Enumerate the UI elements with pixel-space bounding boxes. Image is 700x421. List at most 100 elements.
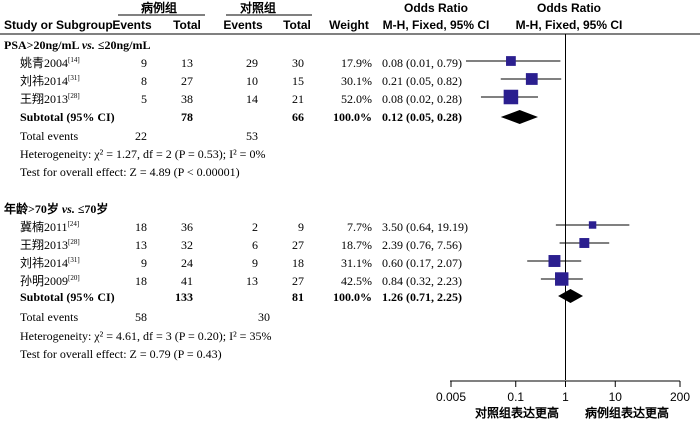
overall-effect-text: Test for overall effect: Z = 4.89 (P < 0… [20,165,240,179]
study-marker [506,56,516,66]
study-marker [589,221,596,228]
study-name: 王翔2013[28] [20,238,80,252]
weight-value: 30.1% [341,74,372,88]
study-column-header: Study or Subgroup [4,18,113,32]
or-method-left: M-H, Fixed, 95% CI [383,18,490,32]
or-header-left: Odds Ratio [404,1,468,15]
subtotal-group1-total: 133 [175,290,193,304]
group1-events: 18 [135,220,147,234]
group1-events: 8 [141,74,147,88]
table-row: 冀楠2011[24] 18 36 2 9 7.7% 3.50 (0.64, 19… [20,219,468,234]
axis-left-label: 对照组表达更高 [475,405,559,420]
weight-value: 17.9% [341,56,372,70]
subgroup-1-title: PSA>20ng/mL vs. ≤20ng/mL [4,38,150,52]
study-name: 王翔2013[28] [20,92,80,106]
ci-text: 0.21 (0.05, 0.82) [382,74,462,88]
group1-total: 24 [181,256,193,270]
total-events-group1: 58 [135,310,147,324]
subtotal-row: Subtotal (95% CI) 78 66 100.0% 0.12 (0.0… [20,110,462,124]
subtotal-label: Subtotal (95% CI) [20,290,115,304]
group1-events: 18 [135,274,147,288]
study-marker [579,238,589,248]
group2-events-header: Events [223,18,263,32]
group1-total: 32 [181,238,193,252]
total-events-label: Total events [20,129,78,143]
group2-events: 14 [246,92,258,106]
x-tick-label: 1 [562,390,569,404]
subgroup-1: PSA>20ng/mL vs. ≤20ng/mL 姚青2004[14] 9 13… [4,38,462,179]
ci-text: 0.08 (0.01, 0.79) [382,56,462,70]
subtotal-row: Subtotal (95% CI) 133 81 100.0% 1.26 (0.… [20,290,462,304]
table-row: 王翔2013[28] 13 32 6 27 18.7% 2.39 (0.76, … [20,238,462,252]
x-tick-label: 0.005 [436,390,466,404]
forest-marks [466,56,629,303]
subtotal-weight: 100.0% [333,110,372,124]
total-events-label: Total events [20,310,78,324]
ci-text: 3.50 (0.64, 19.19) [382,220,468,234]
subtotal-diamond [558,289,583,303]
table-row: 刘祎2014[31] 9 24 9 18 31.1% 0.60 (0.17, 2… [20,256,462,270]
group2-total: 21 [292,92,304,106]
group2-total: 27 [292,238,304,252]
group1-total: 36 [181,220,193,234]
subtotal-weight: 100.0% [333,290,372,304]
table-row: 刘祎2014[31] 8 27 10 15 30.1% 0.21 (0.05, … [20,74,462,88]
weight-value: 7.7% [347,220,372,234]
subtotal-group2-total: 81 [292,290,304,304]
table-row: 姚青2004[14] 9 13 29 30 17.9% 0.08 (0.01, … [20,56,462,70]
total-events-row: Total events 22 53 [20,129,258,143]
weight-value: 52.0% [341,92,372,106]
total-events-group2: 30 [258,310,270,324]
or-header-right: Odds Ratio [537,1,601,15]
group1-events: 9 [141,256,147,270]
ci-text: 0.08 (0.02, 0.28) [382,92,462,106]
subtotal-ci-text: 0.12 (0.05, 0.28) [382,110,462,124]
ci-text: 0.60 (0.17, 2.07) [382,256,462,270]
subtotal-group2-total: 66 [292,110,304,124]
group2-events: 10 [246,74,258,88]
group1-total-header: Total [173,18,201,32]
x-tick-label: 0.1 [507,390,524,404]
total-events-group2: 53 [246,129,258,143]
group1-total: 38 [181,92,193,106]
study-name: 冀楠2011[24] [20,219,79,234]
study-marker [548,255,560,267]
group2-total: 27 [292,274,304,288]
study-name: 姚青2004[14] [20,56,80,70]
group1-total: 41 [181,274,193,288]
group1-events: 9 [141,56,147,70]
subtotal-ci-text: 1.26 (0.71, 2.25) [382,290,462,304]
group1-total: 27 [181,74,193,88]
total-events-row: Total events 58 30 [20,310,270,324]
axis-right-label: 病例组表达更高 [585,405,669,420]
study-marker [526,73,538,85]
group2-total-header: Total [283,18,311,32]
forest-plot: 病例组 对照组 Study or Subgroup Events Total E… [0,0,700,421]
study-marker [504,90,519,105]
x-tick-label: 10 [609,390,623,404]
or-method-right: M-H, Fixed, 95% CI [516,18,623,32]
subgroup-2-title: 年龄>70岁 vs. ≤70岁 [4,201,108,216]
group2-total: 9 [298,220,304,234]
subtotal-diamond [501,110,538,124]
x-tick-label: 200 [670,390,690,404]
table-row: 王翔2013[28] 5 38 14 21 52.0% 0.08 (0.02, … [20,92,462,106]
total-events-group1: 22 [135,129,147,143]
subgroup-2: 年龄>70岁 vs. ≤70岁 冀楠2011[24] 18 36 2 9 7.7… [4,201,468,361]
ci-text: 2.39 (0.76, 7.56) [382,238,462,252]
group1-events-header: Events [112,18,152,32]
weight-header: Weight [329,18,369,32]
study-name: 刘祎2014[31] [20,256,80,270]
heterogeneity-text: Heterogeneity: χ² = 4.61, df = 3 (P = 0.… [20,329,271,343]
subtotal-label: Subtotal (95% CI) [20,110,115,124]
heterogeneity-text: Heterogeneity: χ² = 1.27, df = 2 (P = 0.… [20,147,265,161]
weight-value: 42.5% [341,274,372,288]
group2-events: 29 [246,56,258,70]
study-marker [555,272,568,285]
study-name: 刘祎2014[31] [20,74,80,88]
group1-total: 13 [181,56,193,70]
subtotal-group1-total: 78 [181,110,193,124]
overall-effect-text: Test for overall effect: Z = 0.79 (P = 0… [20,347,222,361]
group2-events: 9 [252,256,258,270]
table-row: 孙明2009[20] 18 41 13 27 42.5% 0.84 (0.32,… [20,274,462,288]
